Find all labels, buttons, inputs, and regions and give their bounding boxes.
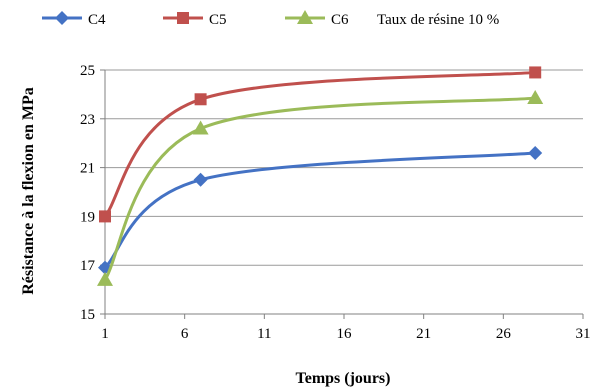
- data-point-c4: [193, 172, 208, 187]
- legend-label-c5: C5: [209, 12, 227, 28]
- x-tick-label: 31: [576, 326, 591, 342]
- x-tick-label: 11: [257, 326, 271, 342]
- legend-marker-c5: [177, 12, 189, 24]
- legend-label-c6: C6: [331, 12, 349, 28]
- y-tick-label: 23: [80, 112, 95, 128]
- data-point-c5: [99, 210, 111, 223]
- x-tick-label: 1: [101, 326, 109, 342]
- legend: C4 C5 C6: [42, 10, 349, 28]
- legend-marker-c6: [297, 10, 313, 24]
- x-tick-label: 6: [181, 326, 189, 342]
- legend-marker-c4: [55, 11, 69, 25]
- x-tick-label: 16: [337, 326, 353, 342]
- series-line-c4: [103, 151, 536, 269]
- series-c4: [98, 145, 543, 275]
- y-tick-label: 25: [80, 63, 95, 79]
- axes: [100, 69, 584, 319]
- gridlines: [105, 69, 583, 266]
- chart-note: Taux de résine 10 %: [377, 12, 499, 28]
- x-tick-label: 26: [496, 326, 512, 342]
- y-tick-label: 19: [80, 209, 95, 225]
- legend-item-c6: C6: [285, 10, 349, 28]
- series-line-c6: [103, 96, 536, 281]
- legend-label-c4: C4: [88, 12, 106, 28]
- data-point-c6: [192, 120, 209, 135]
- x-tick-label: 21: [416, 326, 431, 342]
- series-layer: [97, 66, 544, 286]
- y-axis-title: Résistance à la flexion en MPa: [20, 87, 37, 295]
- legend-item-c5: C5: [163, 12, 227, 28]
- data-point-c6: [527, 90, 544, 105]
- y-tick-label: 21: [80, 161, 95, 177]
- series-c5: [99, 66, 542, 223]
- x-axis-title: Temps (jours): [296, 370, 391, 387]
- data-point-c4: [528, 145, 543, 160]
- series-line-c5: [103, 70, 536, 218]
- data-point-c5: [194, 93, 207, 106]
- data-point-c5: [529, 66, 542, 79]
- legend-item-c4: C4: [42, 11, 106, 28]
- data-point-c6: [97, 271, 113, 286]
- y-tick-label: 17: [80, 258, 96, 274]
- y-tick-label: 15: [80, 307, 95, 323]
- series-c6: [97, 90, 544, 286]
